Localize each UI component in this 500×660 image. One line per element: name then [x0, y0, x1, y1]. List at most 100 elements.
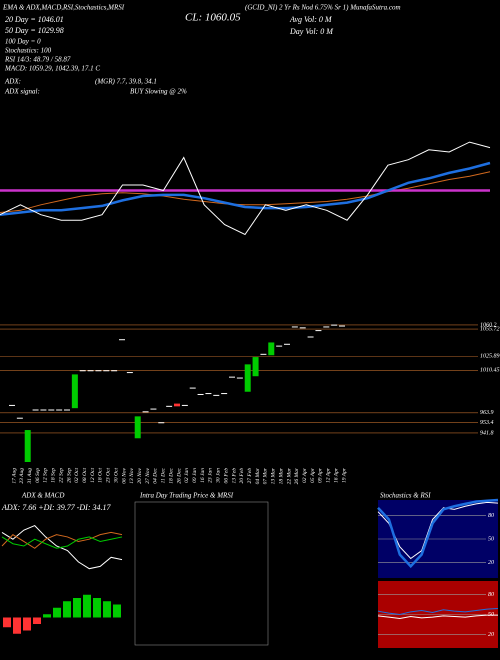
x-tick-label: 12 Apr [326, 467, 332, 483]
y-tick-label: 80 [488, 513, 494, 519]
x-tick-label: 02 Oct [74, 468, 80, 483]
line-series [377, 614, 498, 620]
x-tick-label: 13 Nov [129, 467, 135, 483]
x-tick-label: 18 Dec [168, 467, 174, 483]
x-tick-label: 18 Sep [51, 468, 57, 483]
bar [13, 617, 21, 634]
macd-label: MACD: 1059.29, 1042.39, 17.1 C [4, 65, 100, 73]
candle [24, 430, 31, 462]
bar [83, 594, 91, 618]
bar [33, 617, 41, 624]
line-series [1, 531, 123, 549]
panel-title: Stochastics & RSI [380, 492, 431, 500]
x-tick-label: 18 Oct [98, 468, 104, 483]
x-tick-label: 26 Dec [176, 467, 182, 483]
x-tick-label: 04 Mar [254, 467, 261, 484]
x-tick-label: 31 Aug [27, 468, 33, 485]
y-tick-label: 953.4 [480, 419, 494, 426]
x-tick-label: 19 Apr [341, 467, 347, 483]
adx-signal: BUY Slowing @ 2% [130, 88, 187, 96]
x-tick-label: 20 Feb [239, 468, 245, 484]
x-tick-label: 17 Aug [11, 468, 17, 484]
bar [3, 617, 11, 628]
x-tick-label: 16 Apr [333, 467, 339, 483]
bar [93, 598, 101, 618]
x-tick-label: 11 Dec [161, 467, 167, 483]
x-tick-label: 12 Oct [90, 468, 96, 483]
line-series [0, 171, 491, 213]
stoch-label: Stochastics: 100 [5, 47, 52, 55]
x-tick-label: 23 Jan [208, 468, 214, 483]
bar [103, 601, 111, 618]
x-tick-label: 20 Nov [137, 467, 143, 483]
ema-label: 100 Day = 0 [5, 38, 41, 46]
y-tick-label: 1060.2 [480, 322, 497, 328]
candle [71, 374, 78, 409]
bar [53, 607, 61, 618]
bar [43, 614, 51, 618]
x-tick-label: 23 Oct [106, 468, 112, 483]
header-title: (GCID_NI) 2 Yr Rs Nod 6.75% Sr 1) Munafa… [245, 4, 401, 12]
volume-label: Day Vol: 0 M [289, 27, 334, 36]
y-tick-label: 1025.89 [480, 354, 500, 360]
x-tick-label: 06 Feb [223, 468, 229, 484]
adx-values: (MGR) 7.7, 39.8, 34.1 [95, 78, 157, 86]
rsi-label: RSI 14/3: 48.79 / 58.87 [4, 56, 71, 64]
x-tick-label: 09 Apr [318, 467, 324, 483]
adx-signal-label: ADX signal: [4, 88, 40, 96]
x-tick-label: 06 Nov [121, 467, 127, 483]
x-tick-label: 30 Jan [216, 468, 222, 484]
x-tick-label: 02 Jan [184, 468, 190, 483]
ema-label: 20 Day = 1046.01 [5, 15, 64, 24]
ema-label: 50 Day = 1029.98 [5, 26, 64, 35]
y-tick-label: 1010.45 [480, 367, 500, 374]
panel-title: Intra Day Trading Price & MRSI [139, 492, 234, 500]
x-tick-label: 22 Mar [286, 467, 292, 484]
x-tick-label: 26 Sep [66, 468, 72, 483]
close-label: CL: 1060.05 [185, 12, 241, 24]
bar [63, 601, 71, 618]
x-tick-label: 26 Mar [294, 467, 300, 484]
y-tick-label: 50 [488, 536, 494, 542]
y-tick-label: 20 [488, 560, 494, 566]
candle [252, 357, 259, 377]
line-series [1, 525, 123, 570]
line-series [377, 501, 499, 560]
x-tick-label: 09 Jan [192, 468, 198, 483]
x-tick-label: 22 Sep [58, 468, 64, 483]
candle [244, 364, 251, 392]
panel-title: ADX & MACD [21, 492, 64, 500]
adx-label: ADX: [4, 78, 21, 86]
x-tick-label: 27 Nov [145, 467, 151, 483]
candle [174, 403, 180, 407]
x-tick-label: 13 Mar [271, 467, 277, 484]
candle [134, 416, 141, 439]
bar [113, 604, 121, 618]
adx-subtitle: ADX: 7.66 +DI: 39.77 -DI: 34.17 [1, 503, 111, 512]
volume-label: Avg Vol: 0 M [289, 15, 333, 24]
x-tick-label: 12 Sep [43, 468, 49, 483]
x-tick-label: 13 Feb [231, 468, 237, 484]
x-tick-label: 27 Feb [247, 468, 253, 484]
intraday-box [134, 501, 269, 646]
x-tick-label: 30 Oct [113, 468, 119, 484]
y-tick-label: 20 [488, 632, 494, 638]
x-tick-label: 02 Apr [302, 467, 308, 483]
y-tick-label: 80 [488, 592, 494, 598]
y-tick-label: 941.8 [480, 429, 494, 436]
x-tick-label: 18 Mar [278, 467, 284, 484]
candle [268, 342, 275, 356]
bar [73, 598, 81, 618]
x-tick-label: 04 Dec [152, 467, 159, 483]
x-tick-label: 23 Aug [19, 468, 25, 484]
line-series [0, 161, 491, 216]
x-tick-label: 16 Jan [200, 468, 206, 483]
line-series [0, 141, 491, 236]
x-tick-label: 08 Oct [82, 468, 88, 483]
x-tick-label: 07 Mar [263, 467, 269, 484]
y-tick-label: 1055.72 [480, 326, 500, 332]
line-series [377, 607, 499, 616]
x-tick-label: 05 Apr [310, 467, 316, 483]
header-title: EMA & ADX,MACD,RSI,Stochastics,MRSI [2, 4, 125, 12]
